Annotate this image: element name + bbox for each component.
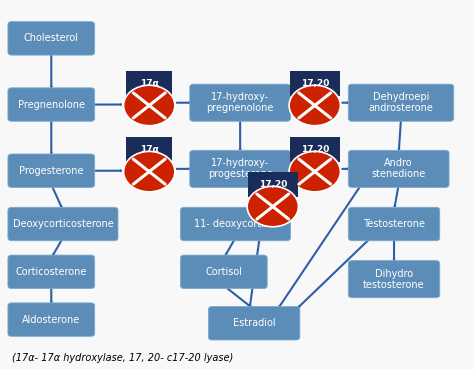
FancyBboxPatch shape — [290, 71, 340, 96]
Text: 11- deoxycortisol: 11- deoxycortisol — [193, 219, 277, 229]
FancyBboxPatch shape — [127, 137, 172, 162]
Circle shape — [124, 85, 175, 126]
Text: Deoxycorticosterone: Deoxycorticosterone — [13, 219, 113, 229]
FancyBboxPatch shape — [127, 71, 172, 96]
FancyBboxPatch shape — [247, 172, 298, 197]
FancyBboxPatch shape — [190, 150, 291, 187]
FancyBboxPatch shape — [181, 255, 267, 289]
FancyBboxPatch shape — [8, 303, 95, 336]
FancyBboxPatch shape — [8, 207, 118, 241]
FancyBboxPatch shape — [348, 207, 440, 241]
FancyBboxPatch shape — [290, 137, 340, 162]
Text: Pregnenolone: Pregnenolone — [18, 100, 85, 110]
FancyBboxPatch shape — [8, 88, 95, 121]
Circle shape — [124, 151, 175, 192]
Text: Estradiol: Estradiol — [233, 318, 275, 328]
FancyBboxPatch shape — [190, 84, 291, 121]
Circle shape — [289, 151, 340, 192]
Text: Dehydroepi
androsterone: Dehydroepi androsterone — [369, 92, 433, 113]
FancyBboxPatch shape — [181, 207, 291, 241]
Text: Dihydro
testosterone: Dihydro testosterone — [363, 269, 425, 290]
Text: Andro
stenedione: Andro stenedione — [372, 158, 426, 179]
Text: (17α- 17α hydroxylase, 17, 20- c17-20 lyase): (17α- 17α hydroxylase, 17, 20- c17-20 ly… — [12, 353, 233, 363]
Text: 17α: 17α — [140, 79, 159, 88]
Text: 17-hydroxy-
progesterone: 17-hydroxy- progesterone — [208, 158, 273, 179]
Text: 17,20: 17,20 — [301, 145, 329, 154]
FancyBboxPatch shape — [348, 261, 440, 298]
FancyBboxPatch shape — [348, 150, 449, 187]
FancyBboxPatch shape — [8, 154, 95, 187]
Text: 17-hydroxy-
pregnenolone: 17-hydroxy- pregnenolone — [207, 92, 274, 113]
Circle shape — [289, 85, 340, 126]
Text: Cortisol: Cortisol — [205, 267, 242, 277]
Circle shape — [247, 186, 299, 227]
Text: Corticosterone: Corticosterone — [16, 267, 87, 277]
Text: 17,20: 17,20 — [259, 180, 287, 189]
Text: 17,20: 17,20 — [301, 79, 329, 88]
FancyBboxPatch shape — [209, 307, 300, 340]
Text: Progesterone: Progesterone — [19, 166, 83, 176]
FancyBboxPatch shape — [8, 255, 95, 289]
Text: Cholesterol: Cholesterol — [24, 33, 79, 44]
FancyBboxPatch shape — [8, 22, 95, 55]
Text: 17α: 17α — [140, 145, 159, 154]
Text: Aldosterone: Aldosterone — [22, 315, 81, 325]
Text: Testosterone: Testosterone — [363, 219, 425, 229]
FancyBboxPatch shape — [348, 84, 454, 121]
